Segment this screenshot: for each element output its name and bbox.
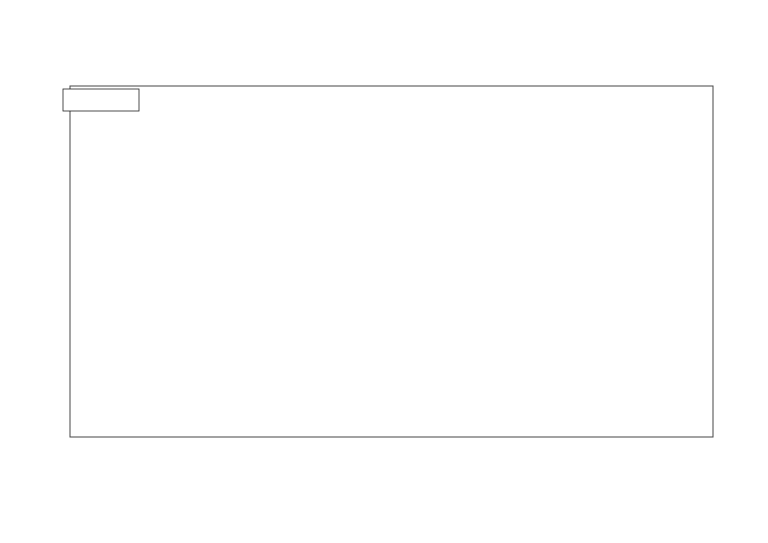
plot-frame (69, 85, 714, 438)
info-box (62, 88, 140, 112)
